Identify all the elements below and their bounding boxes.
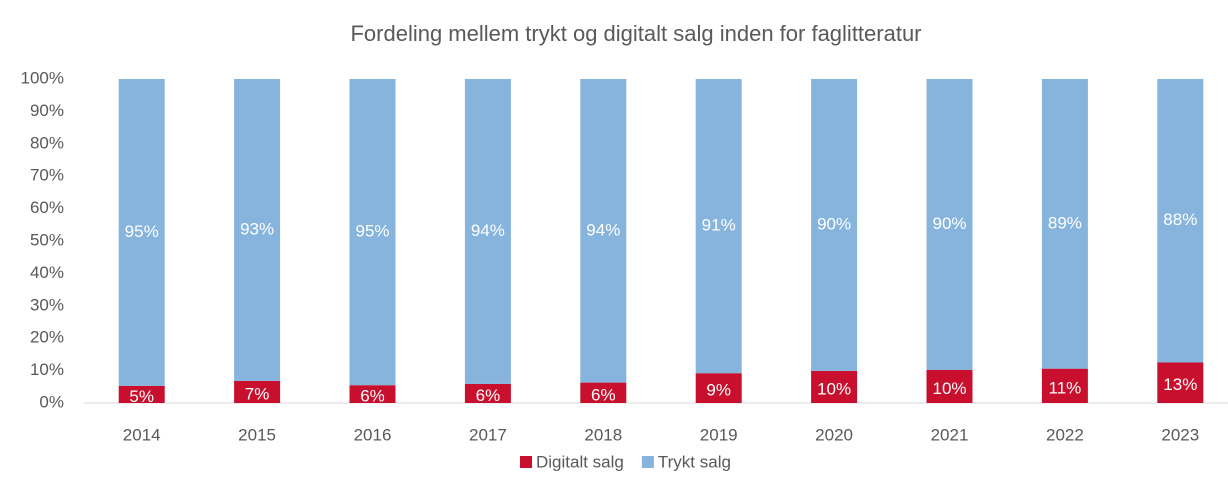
bar-segment: [695, 79, 742, 374]
data-label: 94%: [471, 221, 505, 240]
bar-segment: [349, 79, 396, 386]
data-label: 88%: [1163, 210, 1197, 229]
data-label: 10%: [817, 379, 851, 398]
y-tick-label: 30%: [30, 295, 64, 314]
y-tick-label: 60%: [30, 198, 64, 217]
x-tick-label: 2014: [123, 425, 161, 444]
data-label: 90%: [817, 214, 851, 233]
bar-segment: [811, 370, 858, 403]
y-tick-label: 40%: [30, 263, 64, 282]
y-tick-label: 80%: [30, 133, 64, 152]
data-label: 6%: [591, 385, 616, 404]
data-label: 6%: [476, 386, 501, 405]
y-tick-label: 20%: [30, 328, 64, 347]
data-label: 11%: [1049, 378, 1082, 397]
bar-segment: [926, 79, 973, 370]
y-tick-label: 50%: [30, 230, 64, 249]
bar-segment: [234, 380, 281, 403]
bar-segment: [464, 383, 511, 403]
x-tick-label: 2019: [700, 425, 738, 444]
bar-segment: [1157, 79, 1204, 363]
data-label: 95%: [125, 222, 159, 241]
legend-swatch: [520, 456, 532, 468]
data-label: 93%: [240, 219, 274, 238]
x-tick-label: 2016: [354, 425, 392, 444]
data-label: 5%: [129, 387, 154, 406]
bar-segment: [1041, 368, 1088, 403]
x-tick-label: 2015: [238, 425, 276, 444]
data-label: 10%: [932, 379, 966, 398]
bar-segment: [234, 79, 281, 381]
data-label: 89%: [1048, 213, 1082, 232]
bar-segment: [1157, 362, 1204, 403]
legend-swatch: [641, 456, 654, 468]
data-label: 91%: [702, 216, 736, 235]
data-label: 13%: [1163, 375, 1197, 394]
bar-segment: [580, 382, 627, 403]
bar-segment: [926, 369, 973, 403]
y-tick-label: 100%: [21, 68, 64, 87]
y-tick-label: 70%: [30, 166, 64, 185]
bar-segment: [118, 385, 165, 403]
bar-segment: [580, 79, 627, 383]
legend-label: Trykt salg: [658, 452, 731, 471]
data-label: 9%: [706, 381, 731, 400]
x-tick-label: 2017: [469, 425, 507, 444]
bar-segment: [1041, 79, 1088, 369]
bar-segment: [118, 79, 165, 386]
y-tick-label: 10%: [30, 360, 64, 379]
y-tick-label: 90%: [30, 101, 64, 120]
x-tick-label: 2022: [1046, 425, 1084, 444]
x-tick-label: 2018: [584, 425, 622, 444]
x-tick-label: 2021: [931, 425, 969, 444]
data-label: 95%: [355, 222, 389, 241]
y-tick-label: 0%: [39, 392, 64, 411]
bar-segment: [695, 373, 742, 403]
chart-title: Fordeling mellem trykt og digitalt salg …: [350, 21, 921, 46]
data-label: 6%: [360, 387, 385, 406]
data-label: 94%: [586, 220, 620, 239]
data-label: 90%: [932, 214, 966, 233]
legend-label: Digitalt salg: [536, 452, 624, 471]
data-label: 7%: [245, 384, 270, 403]
x-tick-label: 2020: [815, 425, 853, 444]
bar-segment: [811, 79, 858, 371]
bar-segment: [464, 79, 511, 384]
x-tick-label: 2023: [1161, 425, 1199, 444]
bar-segment: [349, 385, 396, 403]
